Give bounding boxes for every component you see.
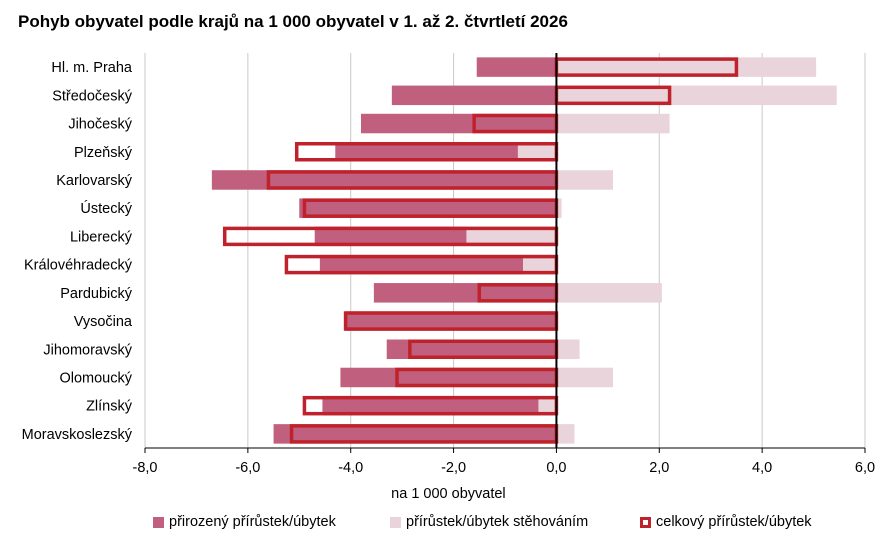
migration-bar: [556, 367, 613, 388]
migration-bar: [556, 283, 662, 303]
category-label: Karlovarský: [56, 173, 132, 189]
category-label: Středočeský: [52, 88, 133, 104]
x-tick-label: 2,0: [649, 460, 669, 476]
x-tick-label: 4,0: [752, 460, 772, 476]
natural-change-series: [211, 57, 557, 444]
category-label: Liberecký: [70, 229, 133, 245]
legend-swatch: [390, 516, 401, 528]
x-tick-label: -4,0: [338, 460, 363, 476]
category-label: Pardubický: [60, 286, 132, 302]
natural-change-bar: [373, 283, 557, 303]
natural-change-bar: [319, 254, 557, 275]
natural-change-bar: [340, 367, 557, 388]
natural-change-bar: [299, 198, 557, 218]
natural-change-bar: [391, 85, 557, 106]
natural-change-bar: [345, 311, 557, 331]
category-label: Moravskoslezský: [22, 427, 133, 443]
chart-title: Pohyb obyvatel podle krajů na 1 000 obyv…: [18, 12, 568, 31]
migration-bar: [556, 85, 837, 106]
category-label: Vysočina: [74, 314, 133, 330]
legend-swatch: [153, 516, 164, 528]
category-label: Olomoucký: [59, 370, 132, 386]
migration-bar: [556, 339, 580, 359]
x-tick-label: -2,0: [441, 460, 466, 476]
natural-change-bar: [335, 142, 557, 162]
category-label: Jihočeský: [68, 117, 132, 133]
migration-bar: [556, 113, 670, 134]
category-label: Jihomoravský: [43, 342, 132, 358]
category-label: Zlínský: [86, 399, 133, 415]
migration-bar: [466, 226, 557, 247]
category-labels: Hl. m. Praha Středočeský Jihočeský Plzeňský…: [22, 60, 133, 443]
migration-bar: [556, 170, 613, 190]
legend-item: přirozený přírůstek/úbytek: [153, 514, 336, 530]
category-label: Plzeňský: [74, 145, 133, 161]
natural-change-bar: [476, 57, 557, 77]
legend-label: celkový přírůstek/úbytek: [656, 514, 812, 530]
gridlines: [144, 53, 866, 448]
category-label: Královéhradecký: [24, 258, 133, 274]
natural-change-bar: [273, 424, 557, 444]
migration-bar: [556, 198, 562, 218]
migration-bar: [517, 142, 557, 162]
legend-item: celkový přírůstek/úbytek: [640, 514, 812, 530]
migration-bar: [556, 424, 575, 444]
legend-swatch: [640, 516, 651, 528]
legend-item: přírůstek/úbytek stěhováním: [390, 514, 588, 530]
x-tick-label: -6,0: [235, 460, 260, 476]
category-label: Ústecký: [80, 200, 132, 217]
axes: [144, 53, 866, 453]
x-tick-label: -8,0: [133, 460, 158, 476]
x-tick-label: 0,0: [546, 460, 566, 476]
x-axis-title: na 1 000 obyvatel: [391, 486, 505, 502]
natural-change-bar: [211, 170, 557, 190]
migration-bar: [538, 395, 557, 416]
category-label: Hl. m. Praha: [51, 60, 133, 76]
x-tick-label: 6,0: [855, 460, 875, 476]
legend-label: přírůstek/úbytek stěhováním: [406, 514, 589, 530]
natural-change-bar: [361, 113, 557, 134]
natural-change-bar: [386, 339, 557, 359]
natural-change-bar: [322, 395, 557, 416]
migration-bar: [523, 254, 557, 275]
x-tick-labels: -8,0 -6,0 -4,0 -2,0 0,0 2,0 4,0 6,0: [133, 460, 876, 476]
legend-label: přirozený přírůstek/úbytek: [169, 514, 336, 530]
migration-series: [466, 57, 837, 444]
migration-bar: [556, 57, 817, 77]
